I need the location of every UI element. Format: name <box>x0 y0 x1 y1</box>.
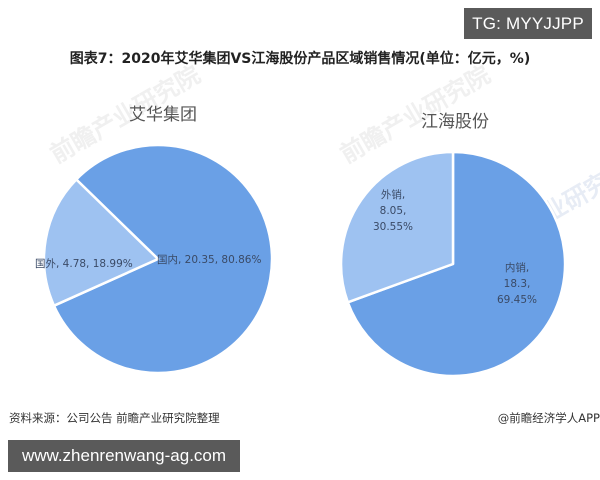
chart-title-jianghai: 江海股份 <box>421 112 489 132</box>
slice-overseas <box>42 178 160 307</box>
label-export-pct: 30.55% <box>372 221 414 233</box>
label-domestic-name: 内销, <box>504 262 530 274</box>
label-export-value: 8.05, <box>379 205 407 217</box>
pie-chart-jianghai <box>339 150 567 378</box>
label-domestic-value: 18.3, <box>503 278 531 290</box>
slice-export-sales <box>339 150 455 304</box>
tg-badge: TG: MYYJJPP <box>464 8 592 39</box>
label-domestic-sales: 内销, 18.3, 69.45% <box>492 260 542 308</box>
label-domestic-pct: 69.45% <box>496 294 538 306</box>
label-domestic: 国内, 20.35, 80.86% <box>157 254 262 266</box>
source-note: 资料来源：公司公告 前瞻产业研究院整理 <box>9 411 220 425</box>
label-export-name: 外销, <box>380 189 406 201</box>
chart-title-aihua: 艾华集团 <box>129 105 197 125</box>
credit-note: @前瞻经济学人APP <box>497 411 600 425</box>
slice-domestic-sales <box>346 150 567 378</box>
slice-domestic <box>52 143 274 375</box>
label-export-sales: 外销, 8.05, 30.55% <box>368 187 418 235</box>
figure-title: 图表7：2020年艾华集团VS江海股份产品区域销售情况(单位：亿元，%) <box>69 51 531 67</box>
label-overseas: 国外, 4.78, 18.99% <box>35 258 133 270</box>
pie-chart-aihua <box>42 143 274 375</box>
website-badge: www.zhenrenwang-ag.com <box>8 440 240 472</box>
